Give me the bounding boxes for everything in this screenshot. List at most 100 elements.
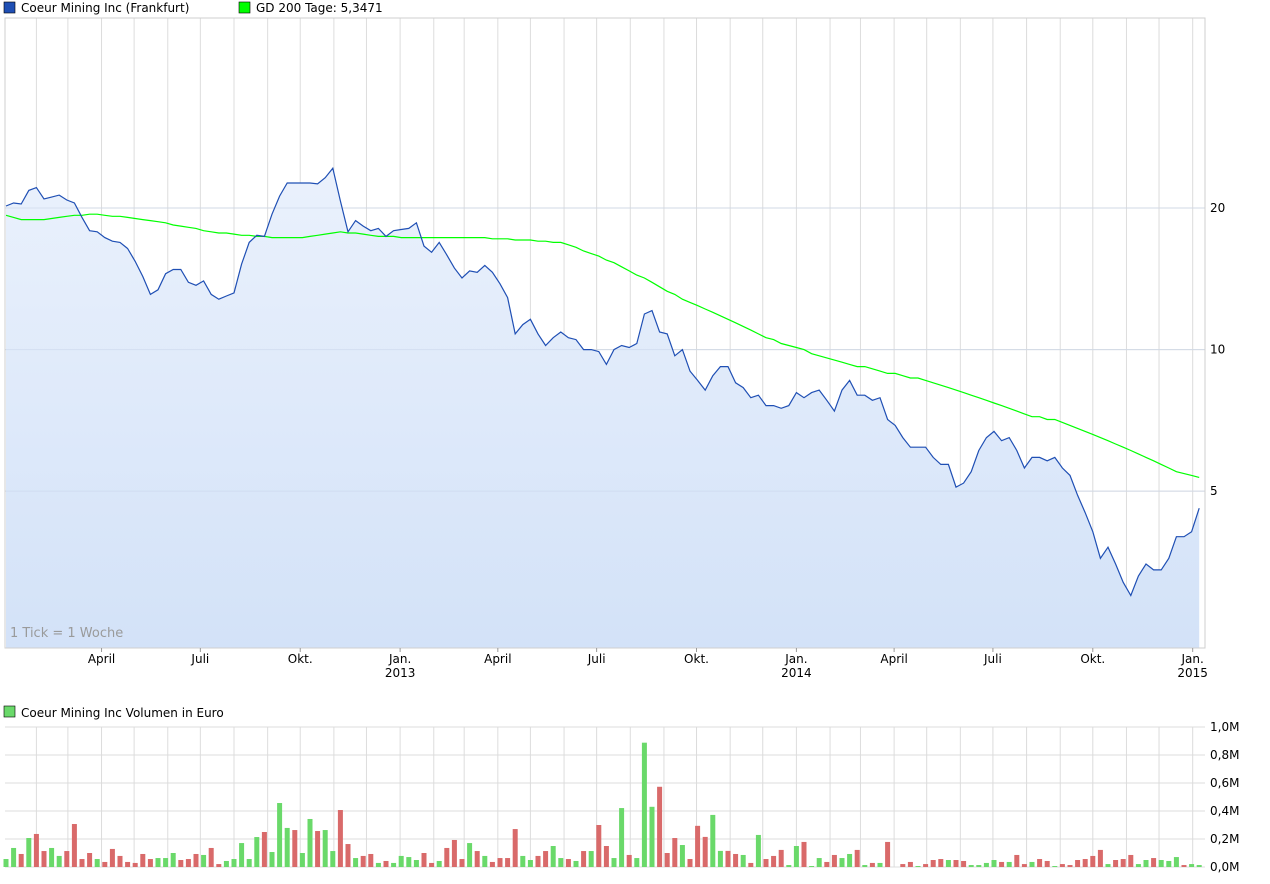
volume-bar	[406, 857, 412, 867]
volume-bar	[421, 853, 427, 867]
volume-bar	[543, 851, 549, 867]
volume-bar	[170, 853, 176, 867]
x-tick-label: Jan.	[1181, 652, 1204, 666]
volume-bar	[816, 858, 822, 867]
volume-bar	[672, 838, 678, 867]
legend-swatch-volume	[3, 705, 16, 718]
volume-bar	[961, 860, 967, 867]
volume-bar	[983, 862, 989, 867]
volume-bar	[1181, 865, 1187, 867]
x-tick-label: Okt.	[288, 652, 313, 666]
price-y-tick-label: 20	[1210, 201, 1225, 215]
price-y-tick-label: 10	[1210, 343, 1225, 357]
x-tick-label: Juli	[190, 652, 209, 666]
volume-bar	[185, 859, 191, 867]
volume-bar	[847, 853, 853, 867]
volume-bar	[117, 855, 123, 867]
volume-bar	[1128, 854, 1134, 867]
x-tick-year: 2015	[1177, 666, 1208, 680]
volume-bar	[178, 860, 184, 867]
volume-bar	[102, 861, 108, 867]
volume-bar	[596, 825, 602, 867]
legend-label-volume: Coeur Mining Inc Volumen in Euro	[21, 706, 224, 720]
volume-bar	[1021, 864, 1027, 867]
volume-bar	[1097, 849, 1103, 867]
volume-bar	[307, 818, 313, 867]
volume-bar	[315, 831, 321, 867]
volume-bar	[413, 860, 419, 867]
volume-bar	[702, 836, 708, 867]
volume-bar	[725, 850, 731, 867]
volume-bar	[429, 862, 435, 867]
x-tick-label: Jan.	[388, 652, 411, 666]
x-tick-label: Jan.	[784, 652, 807, 666]
volume-bar	[512, 829, 518, 867]
volume-bar	[953, 860, 959, 867]
volume-bar	[497, 858, 503, 867]
volume-bar	[368, 853, 374, 867]
volume-bar	[1120, 859, 1126, 867]
volume-bar	[1037, 859, 1043, 867]
price-plot-border	[4, 17, 1206, 649]
legend-label-ma: GD 200 Tage: 5,3471	[256, 1, 383, 15]
volume-bar	[786, 865, 792, 867]
volume-bar	[125, 861, 131, 867]
x-tick-label: Okt.	[1080, 652, 1105, 666]
volume-y-tick-label: 0,0M	[1210, 860, 1239, 874]
x-tick-label: Juli	[983, 652, 1002, 666]
volume-bar	[535, 855, 541, 867]
volume-bar	[1059, 864, 1065, 867]
volume-bar	[1052, 866, 1058, 867]
volume-y-tick-label: 0,4M	[1210, 804, 1239, 818]
legend-swatch-ma	[238, 1, 251, 14]
volume-bar	[649, 806, 655, 867]
volume-y-tick-label: 0,8M	[1210, 748, 1239, 762]
volume-bar	[18, 853, 24, 867]
volume-bar	[611, 858, 617, 867]
volume-bar	[877, 862, 883, 867]
volume-bar	[1158, 860, 1164, 867]
volume-bar	[900, 864, 906, 867]
x-tick-label: Okt.	[684, 652, 709, 666]
volume-bar	[193, 853, 199, 867]
volume-bars	[3, 742, 1202, 867]
volume-bar	[558, 858, 564, 867]
volume-bar	[619, 808, 625, 867]
volume-bar	[254, 837, 260, 867]
volume-bar	[938, 859, 944, 867]
volume-bar	[140, 853, 146, 867]
volume-bar	[1173, 857, 1179, 867]
price-y-tick-label: 5	[1210, 484, 1218, 498]
volume-bar	[201, 854, 207, 867]
volume-bar	[269, 852, 275, 867]
volume-bar	[474, 851, 480, 867]
volume-bar	[216, 864, 222, 867]
volume-bar	[284, 827, 290, 867]
volume-bar	[945, 860, 951, 867]
volume-bar	[862, 865, 868, 867]
volume-bar	[634, 858, 640, 867]
volume-bar	[801, 841, 807, 867]
volume-bar	[71, 824, 77, 867]
volume-bar	[664, 853, 670, 867]
volume-bar	[907, 861, 913, 867]
price-legend: Coeur Mining Inc (Frankfurt) GD 200 Tage…	[3, 1, 383, 15]
volume-bar	[208, 847, 214, 867]
volume-bar	[999, 861, 1005, 867]
volume-bar	[26, 838, 32, 867]
volume-bar	[1143, 860, 1149, 867]
volume-bar	[831, 854, 837, 867]
volume-bar	[132, 862, 138, 867]
volume-bar	[968, 865, 974, 867]
volume-bar	[436, 860, 442, 867]
volume-bar	[763, 859, 769, 867]
volume-bar	[1014, 854, 1020, 867]
volume-bar	[641, 742, 647, 867]
volume-bar	[771, 855, 777, 867]
volume-bar	[1006, 861, 1012, 867]
price-y-axis: 20 10 5	[1210, 201, 1225, 498]
volume-bar	[565, 859, 571, 867]
volume-bar	[679, 845, 685, 867]
